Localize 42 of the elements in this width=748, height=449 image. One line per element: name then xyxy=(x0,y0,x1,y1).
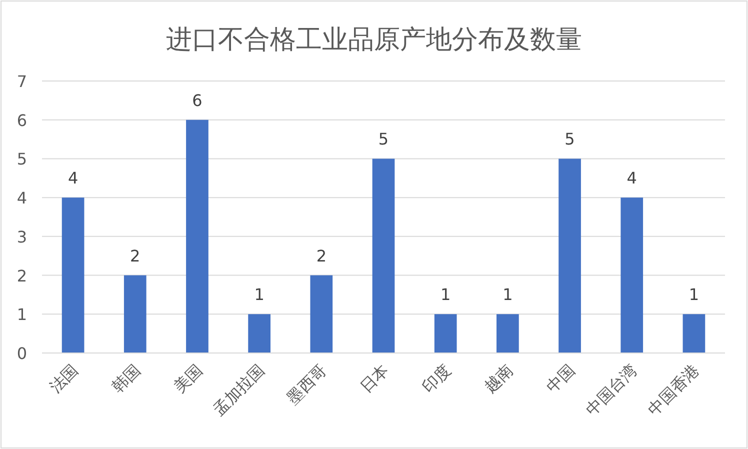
data-label: 4 xyxy=(626,168,637,188)
bar xyxy=(496,314,519,353)
x-tick-label: 越南 xyxy=(480,360,517,396)
bar xyxy=(682,314,706,353)
y-tick-label: 2 xyxy=(16,266,28,286)
bar xyxy=(186,120,208,353)
x-tick-label: 法国 xyxy=(46,360,82,396)
data-label: 5 xyxy=(378,130,389,149)
y-tick-label: 6 xyxy=(16,110,28,130)
y-tick-label: 7 xyxy=(16,72,28,91)
y-tick-label: 4 xyxy=(16,188,28,208)
x-tick-label: 印度 xyxy=(418,360,454,396)
bar xyxy=(248,314,270,353)
data-label: 2 xyxy=(316,246,327,266)
bar xyxy=(372,158,395,353)
bar xyxy=(124,275,146,353)
x-tick-label: 中国台湾 xyxy=(582,360,641,420)
data-label: 2 xyxy=(130,246,140,266)
data-label: 1 xyxy=(502,285,513,304)
data-label: 1 xyxy=(440,285,451,304)
x-tick-label: 中国 xyxy=(542,360,579,396)
y-tick-label: 0 xyxy=(16,344,28,363)
x-tick-label: 美国 xyxy=(170,360,206,396)
bar xyxy=(434,314,457,353)
y-tick-label: 3 xyxy=(16,227,28,246)
x-tick-label: 日本 xyxy=(356,360,392,396)
bar xyxy=(558,158,581,353)
bar xyxy=(310,275,333,353)
chart-title: 进口不合格工业品原产地分布及数量 xyxy=(166,25,582,55)
x-tick-label: 孟加拉国 xyxy=(209,360,268,420)
y-tick-label: 1 xyxy=(16,305,28,324)
data-label: 5 xyxy=(564,130,575,149)
data-label: 1 xyxy=(254,285,264,304)
y-tick-label: 5 xyxy=(16,150,28,169)
data-label: 1 xyxy=(688,285,700,304)
bar xyxy=(620,198,644,353)
bar xyxy=(62,198,84,353)
data-label: 6 xyxy=(192,90,202,110)
data-label: 4 xyxy=(68,168,78,188)
x-tick-label: 韩国 xyxy=(108,360,144,396)
x-tick-label: 墨西哥 xyxy=(282,360,330,408)
x-tick-label: 中国香港 xyxy=(644,360,703,420)
